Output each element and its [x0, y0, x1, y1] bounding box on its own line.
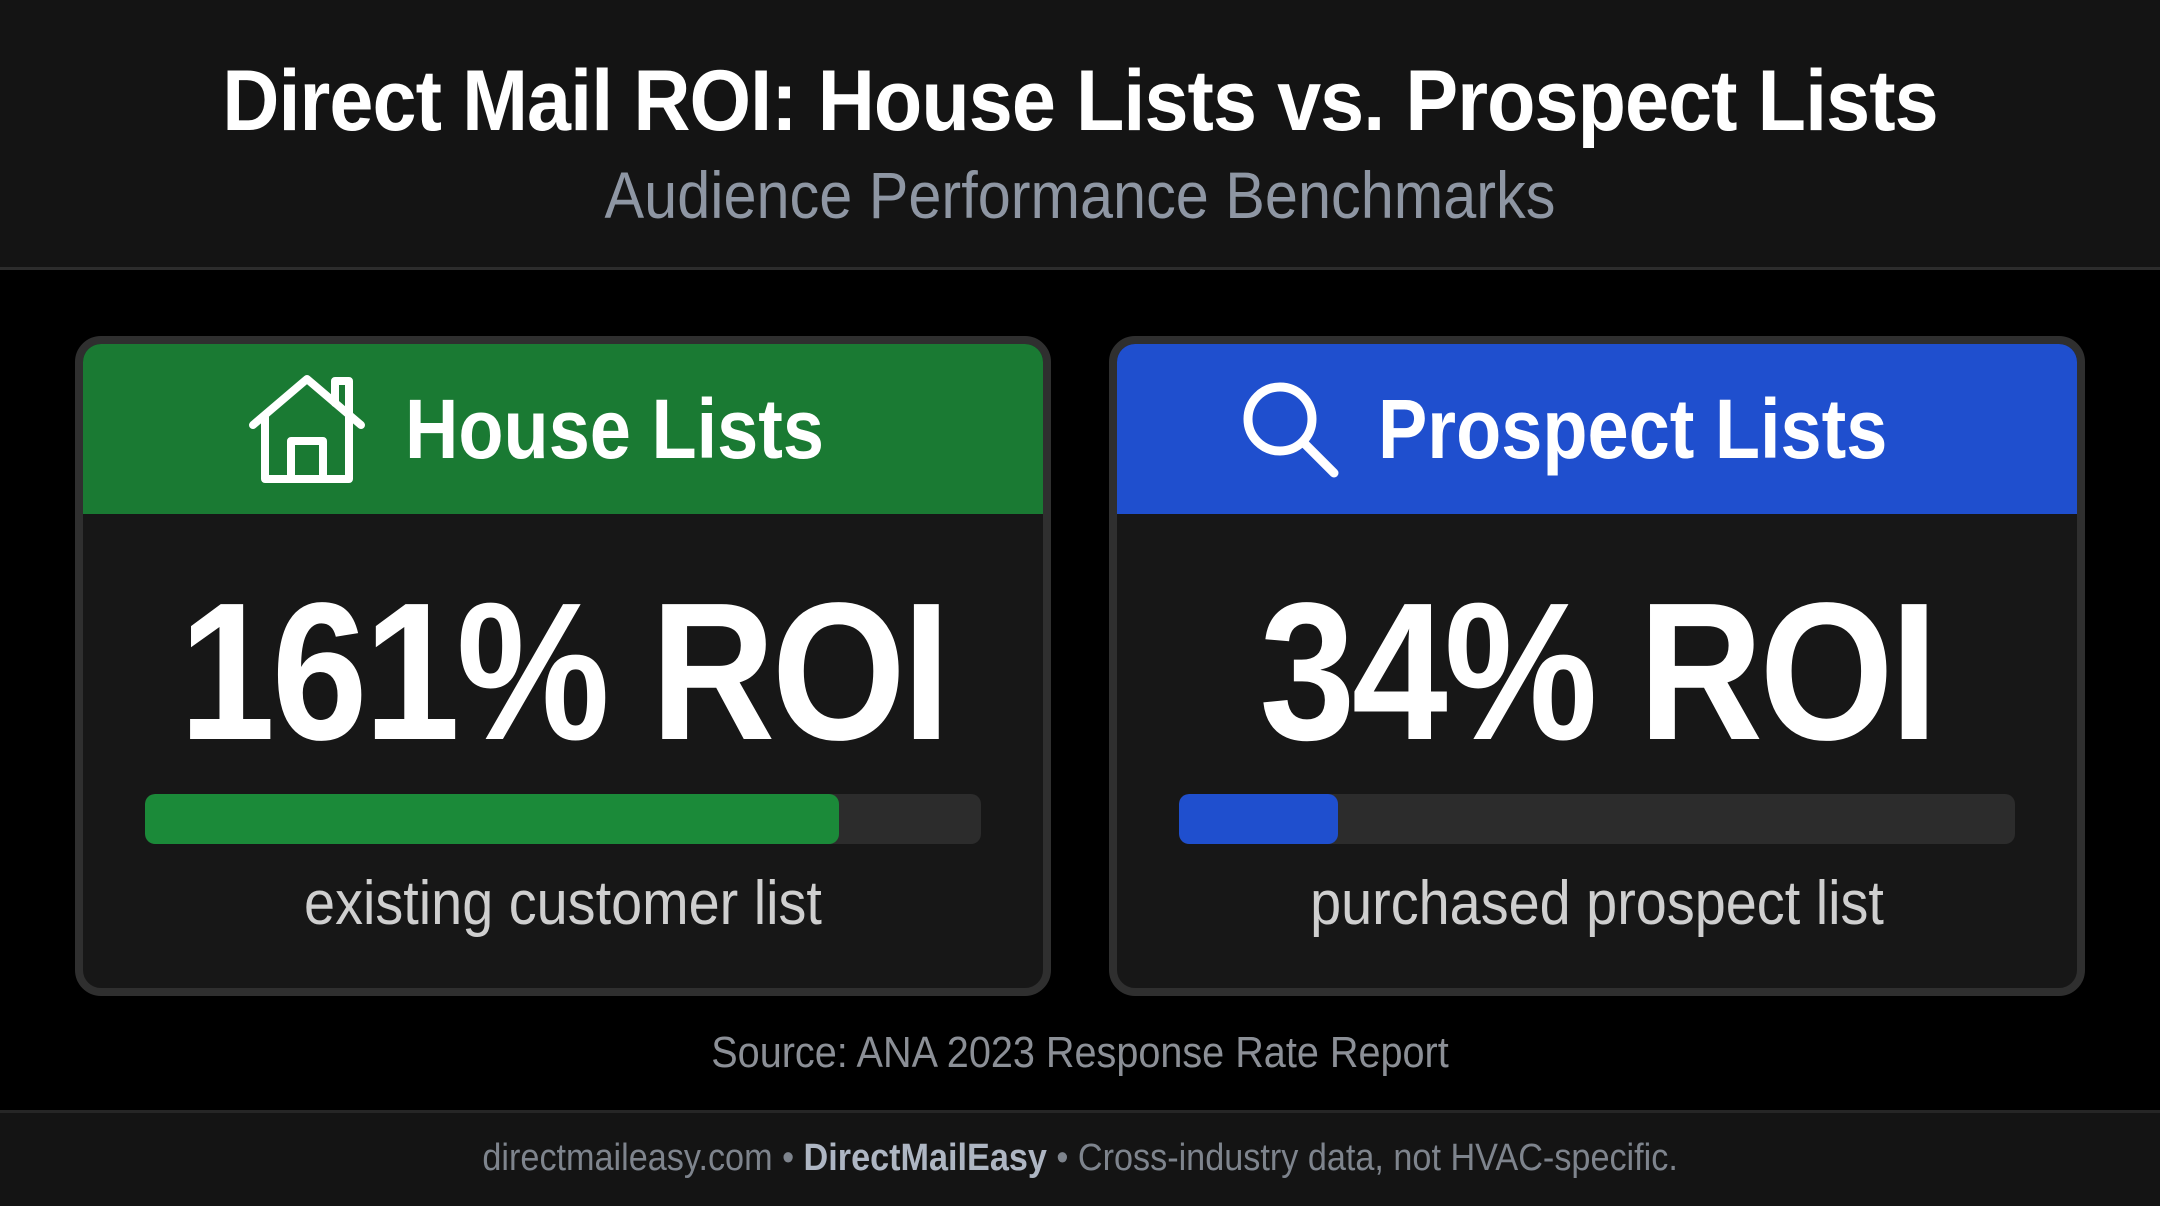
footer-separator-2: • [1056, 1137, 1069, 1179]
page-title: Direct Mail ROI: House Lists vs. Prospec… [222, 53, 1938, 149]
prospect-lists-caption: purchased prospect list [1310, 869, 1884, 938]
house-lists-bar-fill [145, 794, 839, 844]
prospect-lists-title: Prospect Lists [1377, 381, 1887, 476]
footer-brand: DirectMailEasy [803, 1137, 1047, 1179]
search-icon [1238, 377, 1342, 481]
house-lists-roi-value: 161% ROI [179, 562, 950, 781]
prospect-lists-bar-fill [1179, 794, 1338, 844]
footer-separator-1: • [781, 1137, 794, 1179]
prospect-lists-card-header: Prospect Lists [1117, 344, 2077, 514]
prospect-lists-roi-value: 34% ROI [1259, 562, 1938, 781]
page-subtitle: Audience Performance Benchmarks [604, 158, 1556, 232]
house-lists-card: House Lists 161% ROI existing customer l… [75, 336, 1051, 996]
header: Direct Mail ROI: House Lists vs. Prospec… [0, 0, 2160, 270]
house-lists-title: House Lists [404, 381, 824, 476]
footer: directmaileasy.com • DirectMailEasy • Cr… [0, 1110, 2160, 1206]
prospect-lists-bar-track [1179, 794, 2015, 844]
footer-site: directmaileasy.com [482, 1137, 773, 1179]
house-lists-card-header: House Lists [83, 344, 1043, 514]
house-icon [245, 371, 369, 487]
prospect-lists-card: Prospect Lists 34% ROI purchased prospec… [1109, 336, 2085, 996]
house-lists-bar-track [145, 794, 981, 844]
footer-note: Cross-industry data, not HVAC-specific. [1077, 1137, 1678, 1179]
source-note: Source: ANA 2023 Response Rate Report [711, 1028, 1449, 1077]
house-lists-caption: existing customer list [304, 869, 822, 938]
